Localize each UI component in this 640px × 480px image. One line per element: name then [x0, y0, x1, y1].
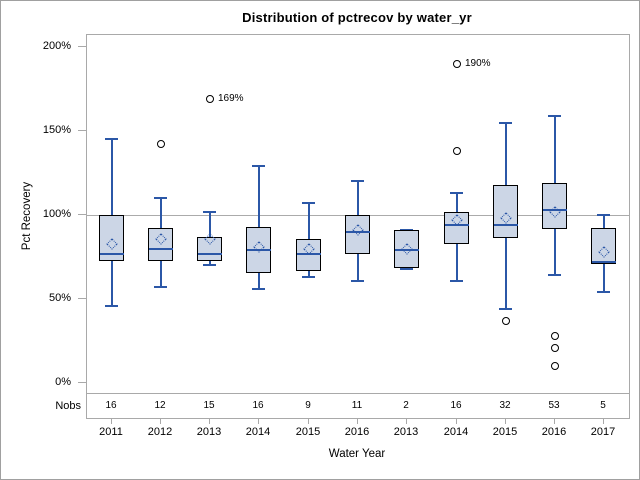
nobs-value: 53 [548, 400, 560, 411]
x-tick-mark [456, 419, 457, 424]
x-tick-label: 2015 [295, 426, 321, 438]
median-line [592, 261, 616, 263]
whisker-cap-top [252, 165, 265, 167]
outlier-point [453, 147, 461, 155]
whisker-cap-bottom [597, 291, 610, 293]
y-tick-mark [78, 298, 86, 299]
nobs-value: 16 [252, 400, 264, 411]
whisker-cap-top [597, 214, 610, 216]
x-tick-label: 2013 [196, 426, 222, 438]
whisker-cap-bottom [252, 288, 265, 290]
whisker-cap-top [154, 197, 167, 199]
box [148, 228, 173, 261]
x-tick-mark [160, 419, 161, 424]
outlier-point [502, 317, 510, 325]
outlier-point [551, 344, 559, 352]
x-tick-label: 2017 [590, 426, 616, 438]
nobs-row [86, 393, 630, 419]
whisker-cap-bottom [105, 305, 118, 307]
nobs-value: 16 [105, 400, 117, 411]
outlier-point [453, 60, 461, 68]
y-tick-label: 0% [55, 376, 71, 388]
plot-area: 169% 190% [86, 34, 630, 394]
nobs-value: 9 [305, 400, 311, 411]
x-tick-mark [258, 419, 259, 424]
nobs-value: 15 [203, 400, 215, 411]
whisker-cap-top [203, 211, 216, 213]
x-tick-label: 2012 [147, 426, 173, 438]
y-tick-mark [78, 130, 86, 131]
chart-title: Distribution of pctrecov by water_yr [242, 10, 472, 25]
x-tick-label: 2016 [344, 426, 370, 438]
nobs-value: 2 [403, 400, 409, 411]
nobs-value: 12 [154, 400, 166, 411]
box [493, 185, 518, 238]
outlier-label: 190% [465, 58, 491, 69]
median-line [100, 253, 124, 255]
whisker-cap-top [105, 138, 118, 140]
x-axis-title: Water Year [328, 448, 386, 460]
outlier-point [206, 95, 214, 103]
x-tick-mark [308, 419, 309, 424]
median-line [346, 231, 370, 233]
x-tick-label: 2011 [99, 426, 123, 438]
nobs-value: 5 [600, 400, 606, 411]
median-line [543, 209, 567, 211]
nobs-value: 11 [351, 400, 363, 411]
outlier-point [551, 362, 559, 370]
x-tick-label: 2014 [245, 426, 271, 438]
whisker-cap-bottom [450, 280, 463, 282]
whisker-cap-bottom [302, 276, 315, 278]
x-tick-label: 2014 [443, 426, 469, 438]
x-tick-mark [554, 419, 555, 424]
median-line [494, 224, 518, 226]
whisker-cap-bottom [154, 286, 167, 288]
whisker-cap-top [351, 180, 364, 182]
x-tick-label: 2015 [492, 426, 518, 438]
whisker-cap-bottom [400, 268, 413, 270]
whisker-cap-bottom [203, 264, 216, 266]
nobs-header: Nobs [55, 400, 81, 412]
outlier-label: 169% [218, 93, 244, 104]
box [197, 237, 222, 261]
outlier-point [157, 140, 165, 148]
nobs-value: 16 [450, 400, 462, 411]
box [444, 212, 469, 244]
x-tick-label: 2016 [541, 426, 567, 438]
median-line [395, 249, 419, 251]
y-tick-mark [78, 214, 86, 215]
x-tick-mark [111, 419, 112, 424]
box [345, 215, 370, 254]
whisker-cap-top [548, 115, 561, 117]
y-tick-mark [78, 46, 86, 47]
x-tick-mark [357, 419, 358, 424]
whisker-cap-bottom [351, 280, 364, 282]
whisker-cap-top [499, 122, 512, 124]
outlier-point [551, 332, 559, 340]
x-tick-mark [209, 419, 210, 424]
median-line [198, 253, 222, 255]
box [542, 183, 567, 229]
y-tick-label: 100% [42, 208, 71, 220]
whisker-cap-bottom [499, 308, 512, 310]
whisker-cap-top [450, 192, 463, 194]
x-tick-mark [406, 419, 407, 424]
y-tick-label: 200% [42, 40, 71, 52]
box [591, 228, 616, 264]
x-tick-mark [505, 419, 506, 424]
median-line [445, 224, 469, 226]
box [296, 239, 321, 271]
median-line [247, 249, 271, 251]
whisker-cap-bottom [548, 274, 561, 276]
x-tick-label: 2013 [393, 426, 419, 438]
y-tick-label: 50% [48, 292, 71, 304]
nobs-value: 32 [499, 400, 511, 411]
whisker-cap-top [302, 202, 315, 204]
y-tick-mark [78, 382, 86, 383]
median-line [297, 253, 321, 255]
x-tick-mark [603, 419, 604, 424]
median-line [149, 248, 173, 250]
y-tick-label: 150% [42, 124, 71, 136]
